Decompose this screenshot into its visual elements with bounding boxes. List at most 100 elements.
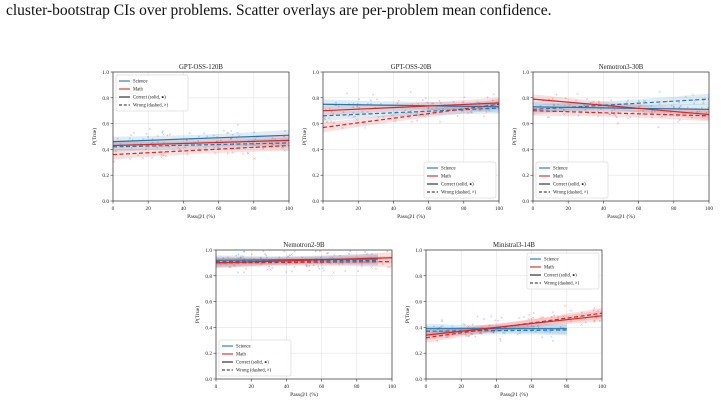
scatter-point bbox=[268, 268, 272, 271]
chart-title: Nemotron2-9B bbox=[283, 242, 325, 249]
scatter-point bbox=[465, 334, 467, 337]
x-axis-label: Pass@1 (%) bbox=[397, 213, 425, 220]
scatter-point bbox=[469, 110, 473, 114]
scatter-point bbox=[585, 97, 589, 101]
scatter-point bbox=[569, 319, 573, 323]
scatter-point bbox=[332, 121, 336, 125]
scatter-point bbox=[328, 107, 331, 110]
x-axis-label: Pass@1 (%) bbox=[607, 213, 635, 220]
scatter-point bbox=[348, 253, 350, 255]
chart-title: GPT-OSS-120B bbox=[179, 64, 223, 71]
scatter-point bbox=[220, 139, 222, 142]
scatter-point bbox=[553, 104, 556, 107]
scatter-point bbox=[596, 309, 600, 312]
scatter-point bbox=[516, 332, 520, 336]
scatter-point bbox=[650, 111, 654, 115]
scatter-point bbox=[527, 317, 530, 321]
scatter-point bbox=[239, 255, 243, 258]
scatter-point bbox=[397, 99, 400, 102]
scatter-point bbox=[421, 99, 424, 102]
scatter-point bbox=[499, 339, 502, 342]
scatter-point bbox=[615, 116, 618, 119]
chart-panel-3: 0.0 0.2 0.4 0.6 0.8 1.0 0 20 40 60 80 100 Nemotron2-… bbox=[194, 242, 396, 398]
scatter-point bbox=[260, 257, 263, 260]
x-tick-label: 80 bbox=[354, 384, 360, 390]
y-axis-label: P(True) bbox=[301, 128, 308, 145]
scatter-point bbox=[246, 152, 249, 155]
scatter-point bbox=[523, 316, 525, 319]
scatter-point bbox=[466, 111, 470, 115]
y-tick-label: 0.0 bbox=[102, 199, 109, 205]
series-line-science-wrong bbox=[532, 98, 710, 111]
scatter-point bbox=[357, 270, 360, 272]
scatter-point bbox=[265, 256, 268, 259]
scatter-point bbox=[698, 110, 701, 113]
legend-box bbox=[218, 339, 292, 377]
scatter-point bbox=[562, 108, 565, 111]
scatter-point bbox=[382, 115, 385, 119]
y-axis-label: P(True) bbox=[404, 306, 411, 323]
scatter-point bbox=[136, 153, 140, 157]
chart-panel-1: 0.0 0.2 0.4 0.6 0.8 1.0 0 20 40 60 80 100 GPT-OSS-20… bbox=[301, 64, 503, 220]
scatter-point bbox=[361, 263, 363, 265]
figure-caption: cluster-bootstrap CIs over problems. Sca… bbox=[6, 2, 552, 19]
scatter-point bbox=[546, 116, 549, 119]
scatter-point bbox=[265, 254, 268, 257]
scatter-point bbox=[222, 257, 225, 260]
scatter-point bbox=[416, 119, 419, 122]
scatter-point bbox=[322, 120, 325, 123]
scatter-point bbox=[651, 116, 653, 119]
scatter-point bbox=[486, 96, 489, 99]
x-tick-label: 100 bbox=[495, 206, 503, 212]
scatter-point bbox=[186, 153, 189, 155]
scatter-point bbox=[452, 100, 455, 103]
scatter-point bbox=[642, 110, 645, 112]
scatter-point bbox=[494, 319, 497, 322]
series-line-math-wrong bbox=[112, 144, 290, 156]
scatter-point bbox=[548, 98, 550, 101]
scatter-point bbox=[226, 132, 229, 135]
scatter-point bbox=[283, 135, 285, 138]
scatter-point bbox=[440, 325, 442, 328]
scatter-point bbox=[492, 331, 495, 334]
scatter-point bbox=[658, 90, 662, 93]
scatter-point bbox=[497, 319, 499, 322]
scatter-point bbox=[661, 115, 663, 118]
scatter-point bbox=[467, 335, 470, 338]
scatter-point bbox=[363, 126, 367, 129]
scatter-point bbox=[271, 266, 274, 269]
scatter-point bbox=[691, 116, 693, 119]
scatter-point bbox=[161, 130, 164, 133]
scatter-point bbox=[405, 112, 408, 115]
legend-label: Correct (solid, ●) bbox=[236, 361, 269, 366]
x-tick-label: 80 bbox=[671, 206, 677, 212]
scatter-point bbox=[219, 262, 223, 266]
scatter-point bbox=[550, 316, 553, 318]
scatter-point bbox=[341, 263, 344, 265]
scatter-point bbox=[304, 263, 308, 267]
scatter-point bbox=[467, 325, 470, 328]
y-tick-label: 0.8 bbox=[522, 96, 529, 102]
scatter-point bbox=[271, 143, 274, 146]
legend: Science Math Correct (solid, ●) Wrong (dash… bbox=[526, 252, 600, 290]
scatter-point bbox=[701, 106, 703, 109]
legend-label: Math bbox=[544, 266, 555, 271]
scatter-point bbox=[464, 332, 467, 335]
x-tick-label: 20 bbox=[459, 384, 465, 390]
scatter-point bbox=[242, 152, 245, 156]
scatter-point bbox=[284, 130, 286, 132]
scatter-point bbox=[559, 326, 562, 328]
scatter-point bbox=[422, 114, 425, 117]
scatter-point bbox=[185, 139, 188, 142]
scatter-point bbox=[494, 104, 497, 107]
scatter-point bbox=[584, 321, 587, 324]
scatter-point bbox=[317, 261, 319, 264]
scatter-point bbox=[610, 99, 613, 102]
y-tick-label: 0.2 bbox=[415, 351, 422, 357]
series-line-math-wrong bbox=[425, 312, 603, 339]
scatter-point bbox=[393, 119, 397, 123]
scatter-point bbox=[376, 98, 378, 101]
scatter-point bbox=[530, 324, 534, 328]
scatter-point bbox=[236, 123, 239, 126]
scatter-point bbox=[370, 102, 372, 105]
